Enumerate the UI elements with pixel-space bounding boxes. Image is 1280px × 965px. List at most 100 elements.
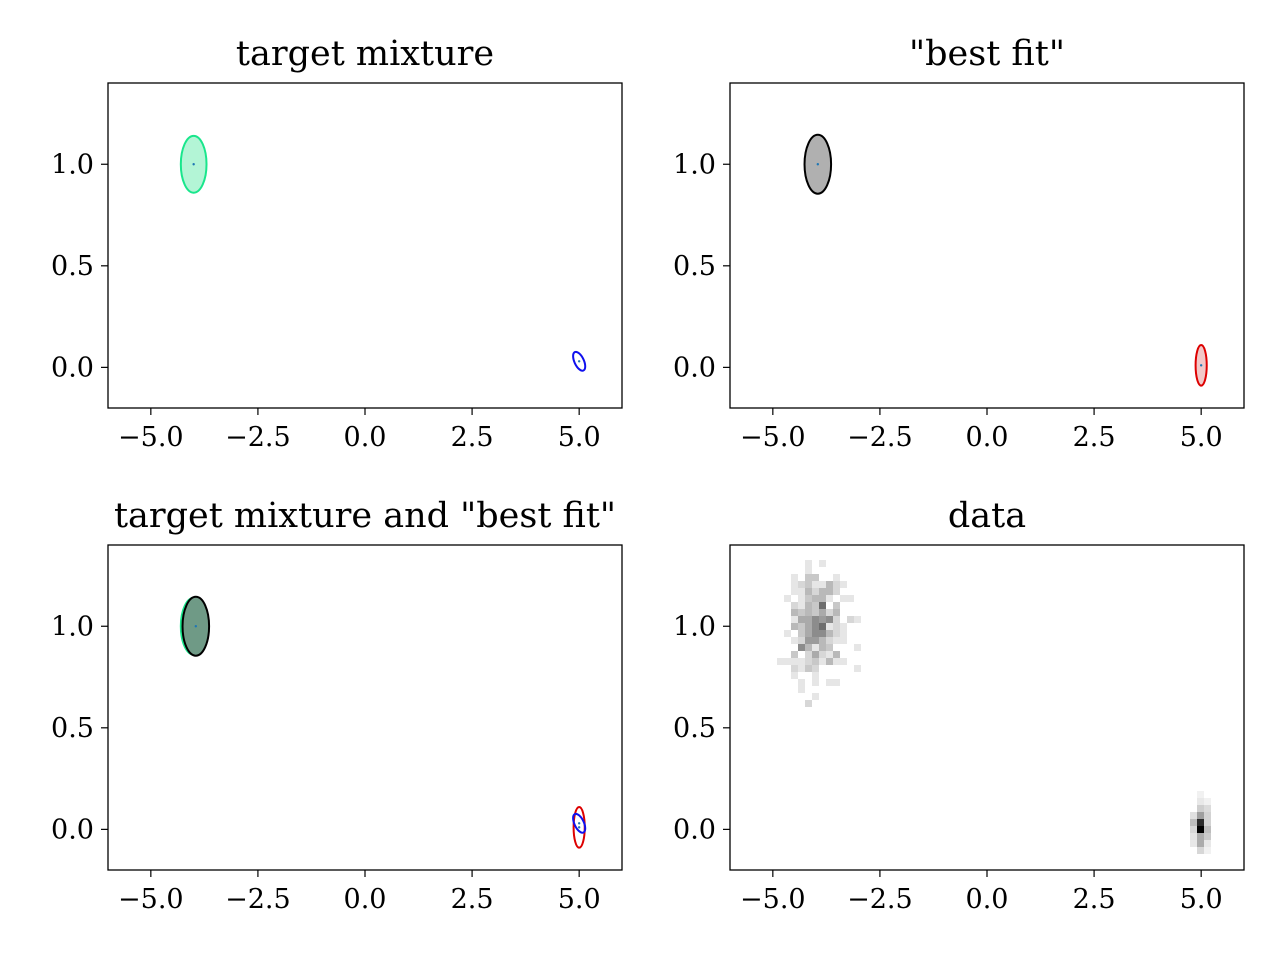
heatmap-cell bbox=[854, 644, 861, 651]
heatmap-cell bbox=[840, 630, 847, 637]
heatmap-cell bbox=[854, 665, 861, 672]
y-tick-label: 0.0 bbox=[673, 352, 716, 383]
x-tick-label: 5.0 bbox=[558, 422, 601, 453]
heatmap-cell bbox=[812, 665, 819, 672]
heatmap-cell bbox=[826, 616, 833, 623]
heatmap-cell bbox=[826, 630, 833, 637]
x-tick-label: −5.0 bbox=[118, 884, 184, 915]
heatmap-cell bbox=[1190, 833, 1197, 840]
heatmap-cell bbox=[812, 693, 819, 700]
heatmap-cell bbox=[805, 637, 812, 644]
heatmap-cell bbox=[798, 602, 805, 609]
y-tick-label: 1.0 bbox=[673, 149, 716, 180]
heatmap-cell bbox=[819, 609, 826, 616]
heatmap-cell bbox=[1197, 819, 1204, 826]
y-tick-label: 1.0 bbox=[51, 149, 94, 180]
heatmap-cell bbox=[791, 609, 798, 616]
subplot-best-fit: "best fit" −5.0 −2.5 0.0 2.5 5.0 0.0 0.5 1.0 bbox=[673, 34, 1245, 453]
x-tick-label: 0.0 bbox=[344, 422, 387, 453]
heatmap-cell bbox=[1204, 833, 1211, 840]
heatmap-cell bbox=[1204, 826, 1211, 833]
y-tick-label: 0.0 bbox=[51, 352, 94, 383]
heatmap-cell bbox=[805, 560, 812, 567]
heatmap-cell bbox=[805, 616, 812, 623]
heatmap-cell bbox=[826, 679, 833, 686]
heatmap-cell bbox=[798, 658, 805, 665]
heatmap-cell bbox=[833, 602, 840, 609]
y-tick-label: 0.5 bbox=[51, 251, 94, 282]
heatmap-cell bbox=[833, 637, 840, 644]
subplot-title: "best fit" bbox=[909, 34, 1065, 74]
y-tick-label: 0.5 bbox=[673, 251, 716, 282]
heatmap-cell bbox=[833, 630, 840, 637]
heatmap-cell bbox=[819, 588, 826, 595]
y-tick-label: 0.0 bbox=[673, 814, 716, 845]
component-ellipse bbox=[572, 812, 587, 834]
heatmap-cell bbox=[833, 581, 840, 588]
x-tick-label: 5.0 bbox=[558, 884, 601, 915]
component-mean-point bbox=[577, 822, 581, 825]
subplot-title: target mixture bbox=[236, 34, 494, 74]
heatmap-cell bbox=[826, 644, 833, 651]
heatmap-cell bbox=[798, 686, 805, 693]
x-tick-label: 2.5 bbox=[1073, 884, 1116, 915]
x-tick-label: 5.0 bbox=[1180, 884, 1223, 915]
heatmap-cell bbox=[833, 609, 840, 616]
heatmap-cell bbox=[805, 630, 812, 637]
component-mean-point bbox=[577, 826, 581, 829]
heatmap-cell bbox=[805, 567, 812, 574]
heatmap-cell bbox=[812, 574, 819, 581]
subplot-title: data bbox=[948, 496, 1026, 536]
heatmap-cell bbox=[826, 595, 833, 602]
component-ellipse bbox=[572, 350, 587, 372]
heatmap-cell bbox=[819, 644, 826, 651]
heatmap-cell bbox=[1190, 812, 1197, 819]
heatmap-cell bbox=[1204, 819, 1211, 826]
heatmap-cell bbox=[805, 658, 812, 665]
component-mean-point bbox=[577, 360, 581, 363]
heatmap-cell bbox=[1197, 826, 1204, 833]
heatmap-cell bbox=[791, 665, 798, 672]
heatmap-cell bbox=[819, 581, 826, 588]
heatmap-cell bbox=[833, 623, 840, 630]
heatmap-cell bbox=[826, 588, 833, 595]
heatmap-cell bbox=[791, 581, 798, 588]
heatmap-cell bbox=[812, 581, 819, 588]
heatmap-cell bbox=[805, 665, 812, 672]
y-tick-label: 0.5 bbox=[51, 713, 94, 744]
heatmap-cell bbox=[798, 623, 805, 630]
y-tick-label: 0.5 bbox=[673, 713, 716, 744]
heatmap-cell bbox=[826, 581, 833, 588]
heatmap-cell bbox=[791, 588, 798, 595]
heatmap-cell bbox=[819, 651, 826, 658]
heatmap-cell bbox=[805, 595, 812, 602]
heatmap-cell bbox=[791, 637, 798, 644]
heatmap-cell bbox=[1204, 798, 1211, 805]
heatmap-cell bbox=[1190, 819, 1197, 826]
heatmap-cell bbox=[1197, 798, 1204, 805]
heatmap-cell bbox=[819, 637, 826, 644]
heatmap-cell bbox=[798, 665, 805, 672]
heatmap-cell bbox=[833, 574, 840, 581]
subplot-target-mixture-and-best-fit: target mixture and "best fit" −5.0 −2.5 0.… bbox=[51, 496, 623, 915]
x-tick-label: 0.0 bbox=[344, 884, 387, 915]
x-tick-label: −5.0 bbox=[118, 422, 184, 453]
component-mean-point bbox=[194, 625, 198, 628]
heatmap-cell bbox=[819, 602, 826, 609]
x-tick-label: 5.0 bbox=[1180, 422, 1223, 453]
heatmap-cell bbox=[812, 623, 819, 630]
heatmap-cell bbox=[1197, 812, 1204, 819]
component-mean-point bbox=[816, 163, 820, 166]
heatmap-cell bbox=[812, 630, 819, 637]
x-tick-label: 2.5 bbox=[1073, 422, 1116, 453]
plot-area bbox=[777, 560, 1211, 854]
heatmap-cell bbox=[812, 602, 819, 609]
heatmap-cell bbox=[1190, 840, 1197, 847]
heatmap-cell bbox=[812, 651, 819, 658]
heatmap-cell bbox=[847, 595, 854, 602]
heatmap-cell bbox=[798, 616, 805, 623]
plot-area bbox=[803, 133, 1208, 387]
heatmap-cell bbox=[819, 623, 826, 630]
x-tick-label: 2.5 bbox=[451, 422, 494, 453]
